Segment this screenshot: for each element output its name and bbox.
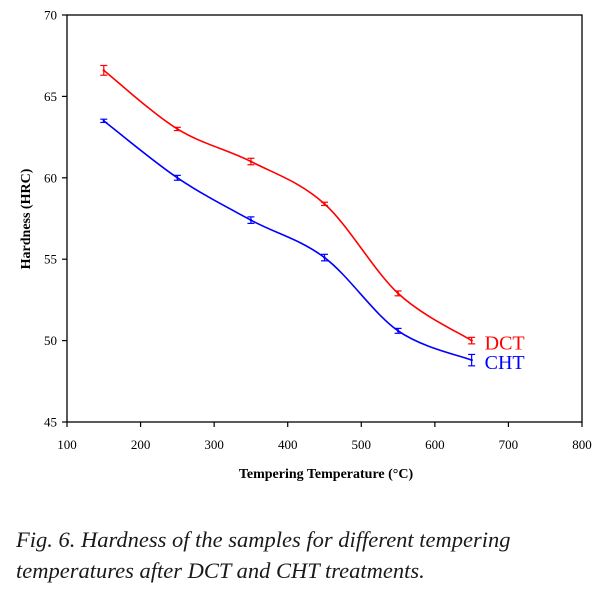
figure-caption: Fig. 6. Hardness of the samples for diff… — [16, 524, 606, 586]
data-point-cht — [249, 218, 253, 222]
data-point-cht — [396, 329, 400, 333]
y-tick-label: 50 — [44, 333, 57, 348]
error-bar-dct — [247, 157, 255, 166]
legend-label-dct: DCT — [485, 333, 525, 355]
error-bar-dct — [173, 126, 181, 132]
data-point-cht — [102, 119, 105, 123]
data-point-dct — [176, 127, 179, 131]
y-tick-label: 45 — [44, 415, 57, 430]
error-bar-dct — [321, 201, 328, 207]
data-point-cht — [470, 358, 473, 362]
data-point-dct — [323, 202, 326, 206]
caption-line-2: temperatures after DCT and CHT treatment… — [16, 558, 425, 583]
series-cht — [100, 118, 476, 367]
data-point-cht — [176, 176, 179, 179]
y-tick-label: 60 — [44, 170, 57, 185]
x-tick-label: 200 — [131, 437, 151, 452]
error-bar-cht — [321, 253, 328, 262]
error-bar-dct — [100, 64, 108, 76]
x-tick-label: 800 — [572, 437, 592, 452]
series-dct — [100, 64, 476, 345]
axes — [62, 14, 583, 427]
error-bar-cht — [468, 353, 476, 367]
labels-layer: 100 200 300 400 500 600 700 800 45 50 55 60 65 70 DCTC… — [44, 8, 592, 453]
line-cht — [103, 120, 472, 361]
y-tick-label: 65 — [44, 89, 57, 104]
x-tick-label: 300 — [204, 437, 224, 452]
error-bar-cht — [394, 327, 402, 334]
x-axis-title: Tempering Temperature (°C) — [239, 467, 414, 482]
data-point-cht — [323, 256, 326, 259]
y-axis-title: Hardness (HRC) — [19, 168, 34, 269]
x-tick-label: 500 — [352, 437, 372, 452]
x-tick-label: 600 — [425, 437, 445, 452]
x-tick-label: 700 — [499, 437, 519, 452]
data-point-dct — [470, 339, 473, 342]
error-bar-dct — [468, 336, 476, 345]
data-point-dct — [102, 69, 105, 72]
x-tick-label: 100 — [57, 437, 77, 452]
y-tick-label: 70 — [44, 8, 57, 23]
line-dct — [103, 69, 473, 342]
error-bar-dct — [394, 290, 402, 297]
legend-label-cht: CHT — [485, 352, 525, 374]
error-bar-cht — [173, 174, 181, 181]
caption-line-1: Fig. 6. Hardness of the samples for diff… — [16, 527, 511, 552]
plot-frame — [66, 14, 583, 423]
error-bar-cht — [100, 118, 108, 124]
data-point-dct — [249, 160, 253, 163]
hardness-chart: 100 200 300 400 500 600 700 800 45 50 55 60 65 70 DCTC… — [19, 8, 592, 483]
data-point-dct — [396, 292, 400, 295]
y-tick-label: 55 — [44, 252, 57, 267]
x-tick-label: 400 — [278, 437, 298, 452]
error-bar-cht — [247, 216, 255, 224]
series-layer — [100, 64, 476, 367]
